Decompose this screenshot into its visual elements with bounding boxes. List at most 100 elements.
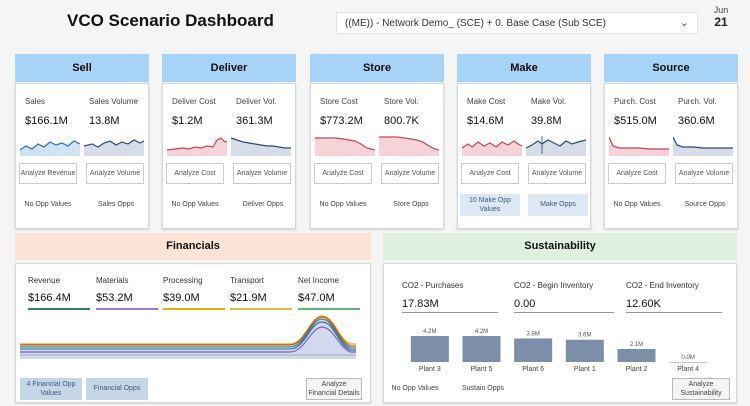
metric-value: 17.83M bbox=[402, 298, 439, 310]
plant-bar-data-label: 0.0M bbox=[681, 355, 694, 361]
chevron-down-icon[interactable]: ⌄ bbox=[679, 17, 689, 29]
scenario-select-value: ((ME)) - Network Demo_ (SCE) + 0. Base C… bbox=[345, 18, 606, 29]
metric-label: Sales bbox=[25, 97, 46, 106]
opp-values-button[interactable]: No Opp Values bbox=[319, 201, 367, 209]
plant-bar bbox=[514, 338, 553, 362]
category-header-sell: Sell bbox=[15, 54, 149, 82]
metric-value: $166.4M bbox=[28, 292, 71, 304]
store-opps-button[interactable]: Store Opps bbox=[393, 201, 429, 209]
card-store: Store Cost $773.2M Store Vol. 800.7K Ana… bbox=[310, 83, 444, 229]
make-opps-button[interactable]: Make Opps bbox=[528, 194, 588, 216]
metric-value: $515.0M bbox=[614, 115, 657, 127]
analyze-sustainability-button[interactable]: Analyze Sustainability bbox=[672, 378, 730, 400]
analyze-cost-button[interactable]: Analyze Cost bbox=[166, 163, 224, 184]
metric-label: Store Vol. bbox=[384, 97, 419, 106]
sparkline-deliver-volume bbox=[231, 137, 291, 156]
plant-bar-data-label: 3.8M bbox=[526, 331, 539, 337]
metric-make-cost: Make Cost $14.6M bbox=[467, 97, 529, 127]
sparkline-purch-volume bbox=[673, 136, 733, 156]
metric-label: Net Income bbox=[298, 276, 339, 285]
plant-tick-label: Plant 2 bbox=[626, 366, 648, 373]
plant-tick-label: Plant 3 bbox=[419, 366, 441, 373]
metric-label: Deliver Cost bbox=[172, 97, 216, 106]
metric-purch-volume: Purch. Vol. 360.6M bbox=[678, 97, 740, 127]
date-day: 21 bbox=[714, 15, 728, 29]
metric-label: Revenue bbox=[28, 276, 61, 285]
date-display: Jun 21 bbox=[706, 5, 736, 29]
fin-metric-revenue: Revenue $166.4M bbox=[28, 276, 90, 310]
metric-label: CO2 - End Inventory bbox=[626, 281, 699, 290]
analyze-revenue-button[interactable]: Analyze Revenue bbox=[19, 163, 77, 184]
financial-opps-button[interactable]: Financial Opps bbox=[86, 378, 148, 400]
metric-label: CO2 - Purchases bbox=[402, 281, 464, 290]
analyze-volume-button[interactable]: Analyze Volume bbox=[381, 163, 439, 184]
metric-underline bbox=[163, 308, 225, 310]
metric-value: 12.60K bbox=[626, 298, 661, 310]
sparkline-deliver-cost bbox=[167, 137, 227, 156]
plant-bar bbox=[617, 349, 656, 362]
plant-tick-label: Plant 5 bbox=[471, 366, 493, 373]
plant-bar bbox=[669, 362, 708, 363]
analyze-volume-button[interactable]: Analyze Volume bbox=[675, 163, 733, 184]
opp-values-button[interactable]: No Opp Values bbox=[24, 201, 72, 209]
financial-opp-values-button[interactable]: 4 Financial Opp Values bbox=[20, 378, 82, 400]
metric-value: 360.6M bbox=[678, 115, 715, 127]
metric-sales: Sales $166.1M bbox=[25, 97, 87, 127]
analyze-volume-button[interactable]: Analyze Volume bbox=[233, 163, 291, 184]
metric-store-cost: Store Cost $773.2M bbox=[320, 97, 382, 127]
sparkline-store-cost bbox=[315, 137, 375, 156]
metric-deliver-volume: Deliver Vol. 361.3M bbox=[236, 97, 298, 127]
date-month: Jun bbox=[713, 5, 729, 15]
analyze-cost-button[interactable]: Analyze Cost bbox=[608, 163, 666, 184]
sustain-opp-values-button[interactable]: No Opp Values bbox=[391, 385, 439, 393]
sales-opps-button[interactable]: Sales Opps bbox=[97, 201, 135, 209]
make-opp-values-button[interactable]: 10 Make Opp Values bbox=[460, 194, 520, 216]
analyze-cost-button[interactable]: Analyze Cost bbox=[461, 163, 519, 184]
metric-label: Deliver Vol. bbox=[236, 97, 277, 106]
category-header-make: Make bbox=[457, 54, 591, 82]
metric-label: Purch. Cost bbox=[614, 97, 656, 106]
plant-co2-bar-chart: 4.2M Plant 3 4.2M Plant 5 3.8M Plant 6 3.6M Pla… bbox=[410, 329, 708, 373]
metric-label: Store Cost bbox=[320, 97, 358, 106]
analyze-volume-button[interactable]: Analyze Volume bbox=[86, 163, 144, 184]
plant-bar-data-label: 3.6M bbox=[578, 333, 591, 339]
scenario-select[interactable]: ((ME)) - Network Demo_ (SCE) + 0. Base C… bbox=[336, 12, 698, 34]
category-header-deliver: Deliver bbox=[162, 54, 296, 82]
sparkline-sales bbox=[20, 140, 80, 156]
metric-value: $21.9M bbox=[230, 292, 267, 304]
co2-end-inventory: CO2 - End Inventory 12.60K bbox=[626, 281, 722, 313]
plant-bar-data-label: 4.2M bbox=[423, 329, 436, 335]
metric-value: 361.3M bbox=[236, 115, 273, 127]
metric-sales-volume: Sales Volume 13.8M bbox=[89, 97, 151, 127]
opp-values-button[interactable]: No Opp Values bbox=[613, 201, 661, 209]
opp-values-button[interactable]: No Opp Values bbox=[171, 201, 219, 209]
metric-value: $1.2M bbox=[172, 115, 203, 127]
metric-underline bbox=[298, 308, 360, 310]
metric-value: 0.00 bbox=[514, 298, 536, 310]
deliver-opps-button[interactable]: Deliver Opps bbox=[242, 201, 284, 209]
metric-purch-cost: Purch. Cost $515.0M bbox=[614, 97, 676, 127]
metric-store-volume: Store Vol. 800.7K bbox=[384, 97, 446, 127]
source-opps-button[interactable]: Source Opps bbox=[684, 201, 726, 209]
metric-label: Make Vol. bbox=[531, 97, 567, 106]
metric-value: $47.0M bbox=[298, 292, 335, 304]
plant-tick-label: Plant 6 bbox=[522, 366, 544, 373]
analyze-financial-details-button[interactable]: Analyze Financial Details bbox=[306, 378, 362, 400]
sustainability-header: Sustainability bbox=[383, 233, 737, 260]
metric-label: Processing bbox=[163, 276, 203, 285]
metric-label: Purch. Vol. bbox=[678, 97, 717, 106]
analyze-cost-button[interactable]: Analyze Cost bbox=[314, 163, 372, 184]
metric-value: $773.2M bbox=[320, 115, 363, 127]
metric-underline bbox=[626, 312, 722, 313]
metric-value: $166.1M bbox=[25, 115, 68, 127]
analyze-volume-button[interactable]: Analyze Volume bbox=[528, 163, 586, 184]
metric-underline bbox=[402, 312, 498, 313]
plant-tick-label: Plant 1 bbox=[574, 366, 596, 373]
sparkline-make-cost bbox=[462, 140, 522, 156]
sustainability-panel: CO2 - Purchases 17.83M CO2 - Begin Inven… bbox=[383, 263, 737, 403]
financials-panel: Revenue $166.4M Materials $53.2M Process… bbox=[15, 263, 371, 403]
metric-value: 13.8M bbox=[89, 115, 120, 127]
metric-value: $39.0M bbox=[163, 292, 200, 304]
sustain-opps-button[interactable]: Sustain Opps bbox=[461, 385, 505, 393]
metric-value: 39.8M bbox=[531, 115, 562, 127]
